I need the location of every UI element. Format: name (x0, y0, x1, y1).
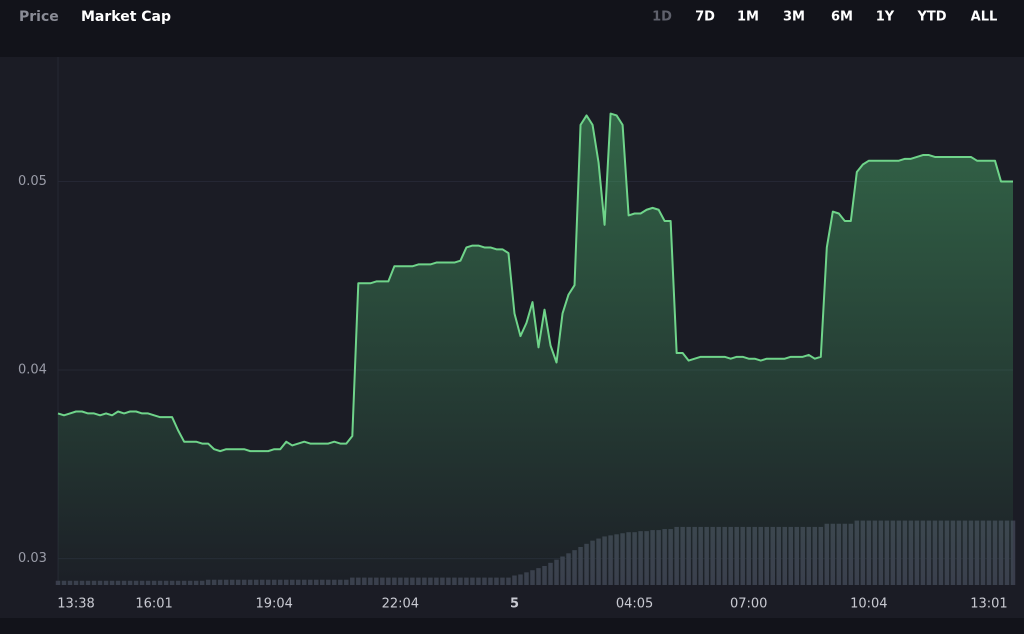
y-tick-label: 0.05 (18, 174, 47, 189)
x-tick-label: 22:04 (382, 597, 419, 612)
x-tick-label: 07:00 (730, 597, 767, 612)
range-button[interactable]: YTD (916, 10, 946, 25)
x-tick-label: 13:01 (970, 597, 1007, 612)
range-button[interactable]: 1Y (876, 10, 895, 25)
range-button[interactable]: 1M (737, 10, 759, 25)
x-tick-label: 04:05 (616, 597, 653, 612)
x-tick-label: 10:04 (850, 597, 887, 612)
x-tick-label: 19:04 (255, 597, 292, 612)
range-button[interactable]: 7D (695, 10, 715, 25)
tab[interactable]: Market Cap (81, 9, 171, 25)
y-tick-label: 0.04 (18, 363, 47, 378)
range-button[interactable]: 6M (831, 10, 853, 25)
range-button[interactable]: ALL (971, 10, 998, 25)
x-tick-label: 13:38 (57, 597, 94, 612)
area-fill (58, 113, 1013, 585)
y-tick-label: 0.03 (18, 551, 47, 566)
price-line (57, 112, 1013, 453)
tab[interactable]: Price (19, 9, 59, 25)
x-tick-label: 5 (510, 597, 519, 612)
x-tick-label: 16:01 (135, 597, 172, 612)
range-button[interactable]: 3M (783, 10, 805, 25)
range-button[interactable]: 1D (652, 10, 672, 25)
